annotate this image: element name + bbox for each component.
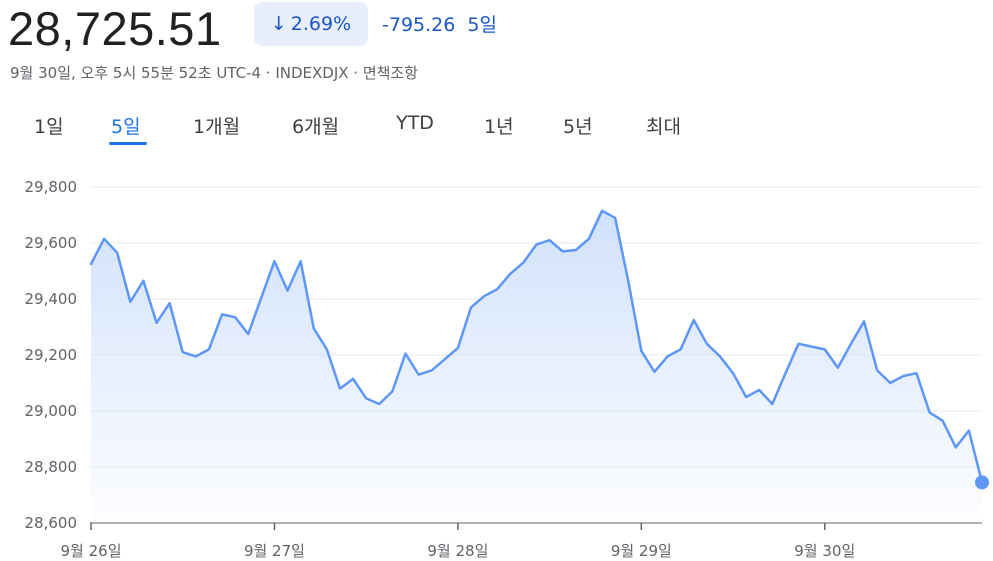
index-price: 28,725.51 xyxy=(8,2,222,55)
quote-meta: 9월 30일, 오후 5시 55분 52초 UTC-4 · INDEXDJX ·… xyxy=(10,64,419,82)
y-tick-label: 29,200 xyxy=(25,346,78,364)
range-tabs: 1일 5일 1개월 6개월 YTD 1년 5년 최대 xyxy=(0,112,760,148)
change-percent-value: 2.69% xyxy=(290,13,352,35)
area-layer xyxy=(89,209,984,524)
y-axis-labels: 28,600 28,800 29,000 29,200 29,400 29,600 29,8… xyxy=(25,178,78,532)
y-tick-label: 28,600 xyxy=(25,514,78,532)
change-percent-badge: ↓ 2.69% xyxy=(254,2,368,46)
active-tab-indicator xyxy=(109,142,147,145)
tab-max[interactable]: 최대 xyxy=(646,116,681,138)
price-area-fill xyxy=(91,210,982,524)
y-tick-label: 29,400 xyxy=(25,290,78,308)
change-absolute: -795.26 5일 xyxy=(382,10,497,37)
y-tick-label: 28,800 xyxy=(25,458,78,476)
y-tick-label: 29,600 xyxy=(25,234,78,252)
y-tick-label: 29,000 xyxy=(25,402,78,420)
x-tick-label: 9월 26일 xyxy=(61,542,122,560)
tab-5y[interactable]: 5년 xyxy=(563,116,593,138)
tab-1m[interactable]: 1개월 xyxy=(193,116,241,138)
tab-1y[interactable]: 1년 xyxy=(484,116,514,138)
x-tick-label: 9월 28일 xyxy=(427,542,488,560)
tab-1d[interactable]: 1일 xyxy=(34,116,64,138)
x-axis: 9월 26일 9월 27일 9월 28일 9월 29일 9월 30일 xyxy=(61,522,982,560)
arrow-down-icon: ↓ xyxy=(270,13,287,35)
tab-ytd[interactable]: YTD xyxy=(396,112,434,134)
x-tick-label: 9월 30일 xyxy=(794,542,855,560)
y-tick-label: 29,800 xyxy=(25,178,78,196)
change-absolute-value: -795.26 xyxy=(382,14,456,36)
price-line xyxy=(89,209,984,484)
x-tick-label: 9월 27일 xyxy=(244,542,305,560)
x-tick-label: 9월 29일 xyxy=(611,542,672,560)
change-period: 5일 xyxy=(467,14,497,36)
latest-price-dot xyxy=(975,475,989,490)
dot-layer xyxy=(975,475,989,490)
tab-5d[interactable]: 5일 xyxy=(111,116,141,138)
tab-6m[interactable]: 6개월 xyxy=(292,116,340,138)
